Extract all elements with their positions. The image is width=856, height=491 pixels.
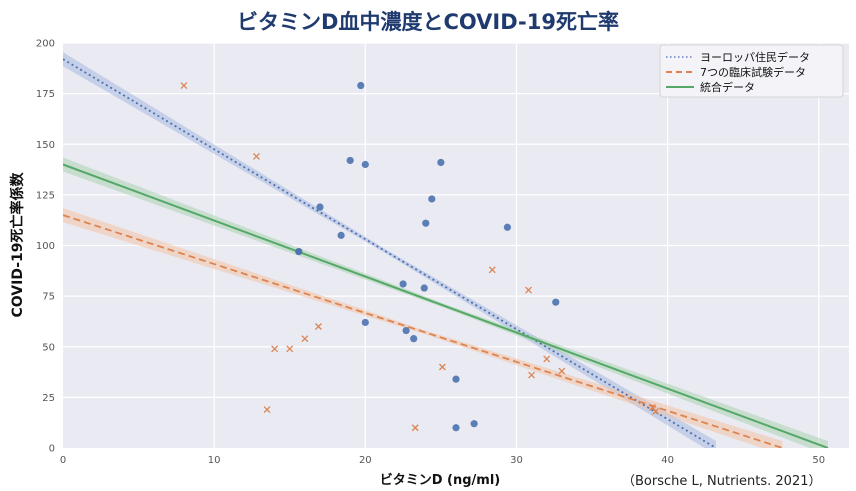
data-point-europe bbox=[402, 326, 410, 335]
data-point-europe bbox=[420, 284, 428, 292]
source-note: （Borsche L, Nutrients. 2021） bbox=[622, 474, 822, 489]
data-point-europe bbox=[437, 158, 445, 167]
data-point-europe bbox=[428, 195, 436, 203]
data-point-trial-stroke bbox=[528, 371, 536, 379]
data-point-europe bbox=[503, 223, 511, 231]
data-point-europe bbox=[337, 231, 345, 239]
data-point-trial-stroke bbox=[314, 323, 322, 330]
data-point-trial bbox=[558, 367, 566, 375]
legend-box bbox=[659, 44, 844, 98]
y-tick-label: 125 bbox=[36, 190, 55, 201]
tick-labels: 0 10 20 30 40 50 0 25 50 75 100 125 150 175 200 bbox=[36, 39, 825, 467]
data-point-trial bbox=[488, 266, 496, 274]
fit-line bbox=[63, 58, 717, 448]
data-point-trial bbox=[263, 406, 271, 413]
data-point-trial-stroke bbox=[438, 363, 446, 371]
legend-label-combined: 統合データ bbox=[700, 80, 755, 94]
fit-line bbox=[63, 214, 783, 448]
data-point-trial bbox=[543, 355, 551, 363]
data-point-europe bbox=[346, 156, 354, 165]
y-tick-label: 175 bbox=[36, 89, 55, 100]
data-point-europe bbox=[361, 318, 369, 327]
data-point-trial-stroke bbox=[558, 367, 566, 375]
y-axis-label: COVID-19死亡率係数 bbox=[9, 171, 26, 317]
x-tick-label: 20 bbox=[359, 455, 372, 466]
x-axis-label: ビタミンD (ng/ml) bbox=[380, 472, 501, 488]
chart-title: ビタミンD血中濃度とCOVID-19死亡率 bbox=[237, 10, 619, 34]
data-point-trial bbox=[652, 408, 659, 416]
x-tick-label: 50 bbox=[812, 455, 825, 466]
data-point-trial bbox=[438, 363, 446, 371]
y-tick-label: 25 bbox=[42, 393, 55, 404]
data-point-europe bbox=[399, 280, 407, 288]
data-point-trial-stroke bbox=[263, 406, 271, 413]
y-tick-label: 200 bbox=[36, 39, 55, 50]
y-tick-label: 0 bbox=[49, 444, 55, 455]
data-point-europe bbox=[410, 335, 418, 343]
x-tick-label: 10 bbox=[208, 455, 221, 466]
data-point-trial bbox=[528, 371, 536, 379]
data-point-europe bbox=[452, 424, 460, 432]
data-point-trial-stroke bbox=[253, 152, 260, 160]
y-tick-label: 50 bbox=[42, 342, 55, 353]
data-point-trial bbox=[180, 82, 188, 89]
confidence-band bbox=[63, 208, 783, 448]
data-point-europe bbox=[316, 203, 324, 211]
y-tick-label: 75 bbox=[42, 292, 55, 303]
x-tick-label: 0 bbox=[60, 455, 66, 466]
x-tick-label: 40 bbox=[661, 455, 674, 466]
data-point-trial bbox=[649, 404, 656, 411]
data-point-europe bbox=[357, 81, 365, 90]
fit-line bbox=[63, 163, 829, 448]
data-point-trial-stroke bbox=[649, 404, 656, 411]
data-point-trial bbox=[314, 323, 322, 330]
confidence-band bbox=[63, 157, 828, 448]
data-point-trial-stroke bbox=[180, 82, 188, 89]
data-point-europe bbox=[295, 247, 303, 256]
data-point-europe bbox=[452, 375, 460, 383]
data-point-trial-stroke bbox=[301, 335, 309, 343]
x-tick-label: 30 bbox=[510, 455, 523, 466]
y-tick-label: 100 bbox=[36, 241, 55, 252]
data-point-trial bbox=[271, 345, 279, 353]
data-point-europe bbox=[361, 160, 369, 169]
data-point-trial-stroke bbox=[271, 345, 279, 353]
data-points bbox=[180, 81, 659, 432]
data-point-trial-stroke bbox=[543, 355, 551, 363]
data-point-europe bbox=[470, 420, 478, 428]
data-point-trial-stroke bbox=[525, 286, 533, 294]
data-point-trial-stroke bbox=[488, 266, 496, 274]
data-point-trial-stroke bbox=[411, 424, 419, 432]
y-tick-label: 150 bbox=[36, 140, 55, 151]
legend: ヨーロッパ住民データ 7つの臨床試験データ 統合データ bbox=[659, 44, 844, 98]
legend-label-europe: ヨーロッパ住民データ bbox=[700, 50, 810, 64]
data-point-europe bbox=[422, 219, 430, 227]
confidence-bands bbox=[63, 52, 828, 448]
legend-label-trials: 7つの臨床試験データ bbox=[700, 65, 806, 79]
data-point-trial bbox=[286, 345, 294, 353]
data-point-trial bbox=[525, 286, 533, 294]
data-point-trial bbox=[253, 152, 260, 160]
data-point-trial bbox=[301, 335, 309, 343]
data-point-trial-stroke bbox=[652, 408, 659, 416]
data-point-trial-stroke bbox=[286, 345, 294, 353]
data-point-trial bbox=[411, 424, 419, 432]
fit-lines bbox=[63, 58, 829, 448]
data-point-europe bbox=[552, 298, 560, 306]
